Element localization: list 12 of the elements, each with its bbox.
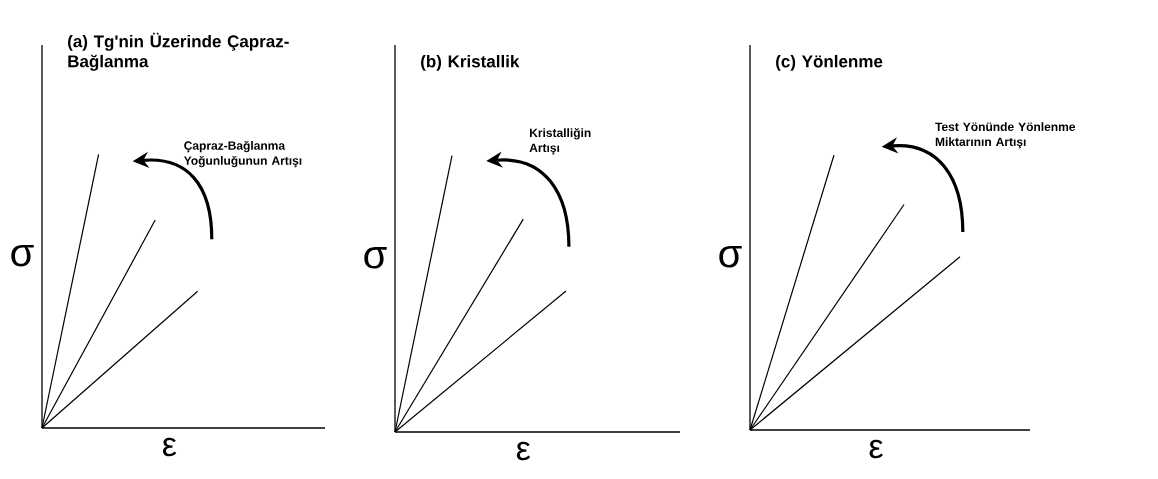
chart-title: (a) Tg'nin Üzerinde Çapraz-Bağlanma bbox=[68, 32, 289, 71]
chart-title: (c) Yönlenme bbox=[776, 54, 883, 71]
y-axis-title: σ bbox=[719, 245, 742, 268]
y-axis-title: σ bbox=[364, 247, 387, 269]
annotation: Çapraz-Bağlanma Yoğunluğunun Artışı bbox=[183, 140, 302, 168]
y-axis-title: σ bbox=[11, 244, 34, 267]
chart-title: (b) Kristallik bbox=[421, 54, 520, 71]
x-axis-title: ε bbox=[162, 437, 177, 457]
text: Test Yönünde Yönlenme Miktarının Artışı bbox=[935, 122, 1076, 149]
x-axis-title: ε bbox=[869, 439, 883, 459]
x-axis-title: ε bbox=[516, 441, 531, 461]
text: Kristalliğin Artışı bbox=[529, 128, 591, 155]
